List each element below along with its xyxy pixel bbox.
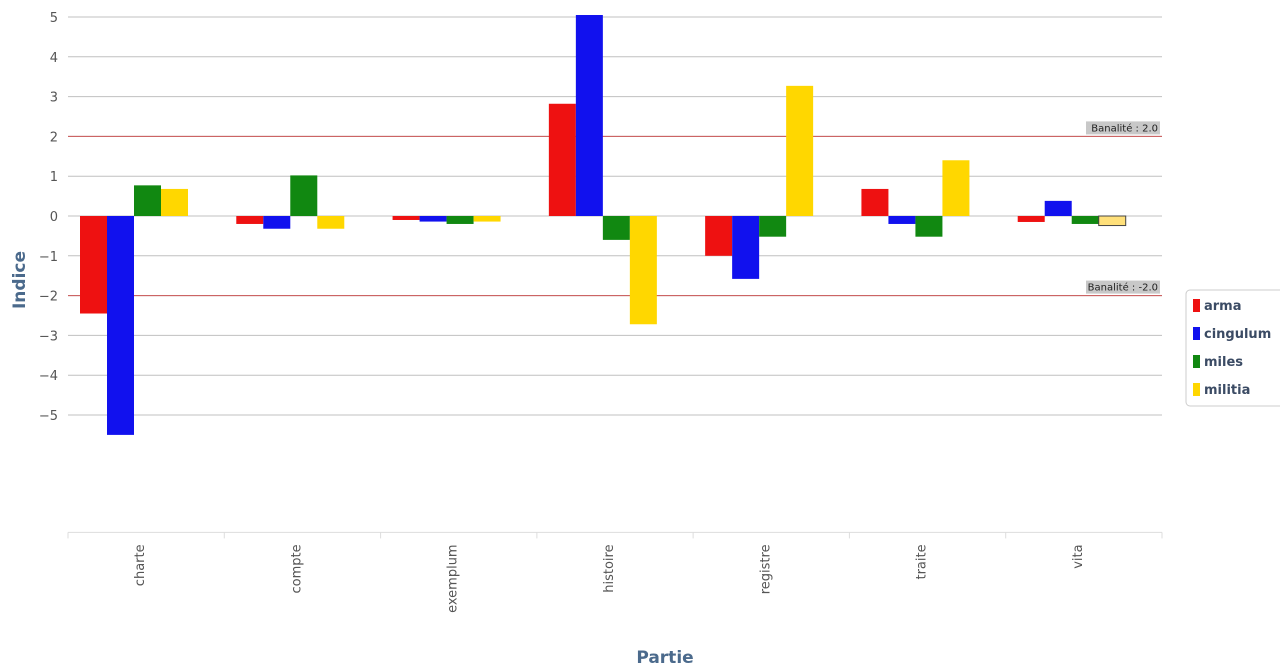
bar-miles-exemplum[interactable]: [446, 216, 474, 224]
y-tick-label: 5: [50, 11, 58, 26]
legend-box: [1185, 289, 1280, 407]
legend[interactable]: arma cingulum miles militia: [1185, 289, 1280, 407]
y-tick-label: −5: [39, 409, 58, 424]
x-category-label: compte: [289, 544, 304, 593]
bar-arma-exemplum[interactable]: [392, 216, 420, 220]
x-category-label: registre: [758, 544, 773, 594]
bar-militia-charte[interactable]: [161, 188, 188, 216]
y-tick-labels: 5 4 3 2 1 0 −1 −2 −3 −4 −5: [39, 11, 58, 424]
bar-militia-exemplum[interactable]: [473, 216, 501, 222]
threshold-label-bg: [1086, 121, 1160, 135]
bar-cingulum-vita[interactable]: [1044, 200, 1072, 216]
bar-arma-charte[interactable]: [80, 216, 107, 314]
y-axis-title: Indice: [10, 251, 30, 309]
threshold-label-bg: [1086, 280, 1160, 294]
bar-miles-histoire[interactable]: [602, 216, 630, 240]
legend-label-cingulum[interactable]: cingulum: [1204, 327, 1271, 342]
legend-swatch-arma[interactable]: [1193, 299, 1200, 312]
threshold-label: Banalité : -2.0: [1088, 282, 1158, 294]
legend-label-militia[interactable]: militia: [1204, 383, 1250, 398]
y-tick-label: 0: [50, 210, 58, 225]
x-category-label: charte: [133, 544, 148, 586]
bar-militia-vita[interactable]: [1098, 215, 1127, 227]
y-tick-label: 4: [50, 51, 58, 66]
bar-miles-traite[interactable]: [915, 216, 943, 237]
bar-arma-compte[interactable]: [236, 216, 264, 224]
bar-cingulum-charte[interactable]: [107, 216, 134, 435]
y-tick-label: −4: [39, 369, 58, 384]
y-tick-label: −2: [39, 290, 58, 305]
bar-cingulum-registre[interactable]: [732, 216, 760, 279]
bar-cingulum-exemplum[interactable]: [419, 216, 447, 222]
threshold-label: Banalité : 2.0: [1091, 122, 1158, 134]
legend-swatch-cingulum[interactable]: [1193, 327, 1200, 340]
x-category-label: histoire: [602, 544, 617, 592]
bar-miles-vita[interactable]: [1071, 216, 1099, 224]
y-tick-label: −1: [39, 250, 58, 265]
bar-cingulum-traite[interactable]: [888, 216, 916, 224]
bar-militia-histoire[interactable]: [629, 216, 657, 325]
y-tick-label: 2: [50, 130, 58, 145]
x-category-label: vita: [1071, 544, 1086, 568]
legend-swatch-miles[interactable]: [1193, 355, 1200, 368]
bar-arma-vita[interactable]: [1017, 216, 1045, 222]
y-tick-label: 1: [50, 170, 58, 185]
bar-arma-registre[interactable]: [705, 216, 733, 256]
y-tick-label: −3: [39, 329, 58, 344]
bar-cingulum-compte[interactable]: [263, 216, 291, 229]
bar-militia-registre[interactable]: [786, 85, 814, 216]
bar-arma-histoire[interactable]: [548, 103, 576, 216]
bars: [80, 15, 1127, 435]
y-tick-label: 3: [50, 91, 58, 106]
bar-miles-compte[interactable]: [290, 175, 318, 216]
bar-cingulum-histoire[interactable]: [575, 15, 603, 217]
threshold-lines: Banalité : 2.0 Banalité : -2.0: [68, 121, 1162, 297]
legend-label-arma[interactable]: arma: [1204, 299, 1242, 314]
bar-militia-traite[interactable]: [942, 160, 970, 216]
x-category-labels: charte compte exemplum histoire registre trai…: [67, 532, 1163, 613]
legend-label-miles[interactable]: miles: [1204, 355, 1243, 370]
bar-miles-registre[interactable]: [759, 216, 787, 237]
legend-swatch-militia[interactable]: [1193, 383, 1200, 396]
bar-arma-traite[interactable]: [861, 188, 889, 216]
x-category-label: traite: [915, 544, 930, 579]
x-category-label: exemplum: [446, 544, 461, 613]
x-axis-title: Partie: [636, 648, 693, 668]
bar-miles-charte[interactable]: [134, 185, 161, 216]
bar-militia-compte[interactable]: [317, 216, 345, 229]
